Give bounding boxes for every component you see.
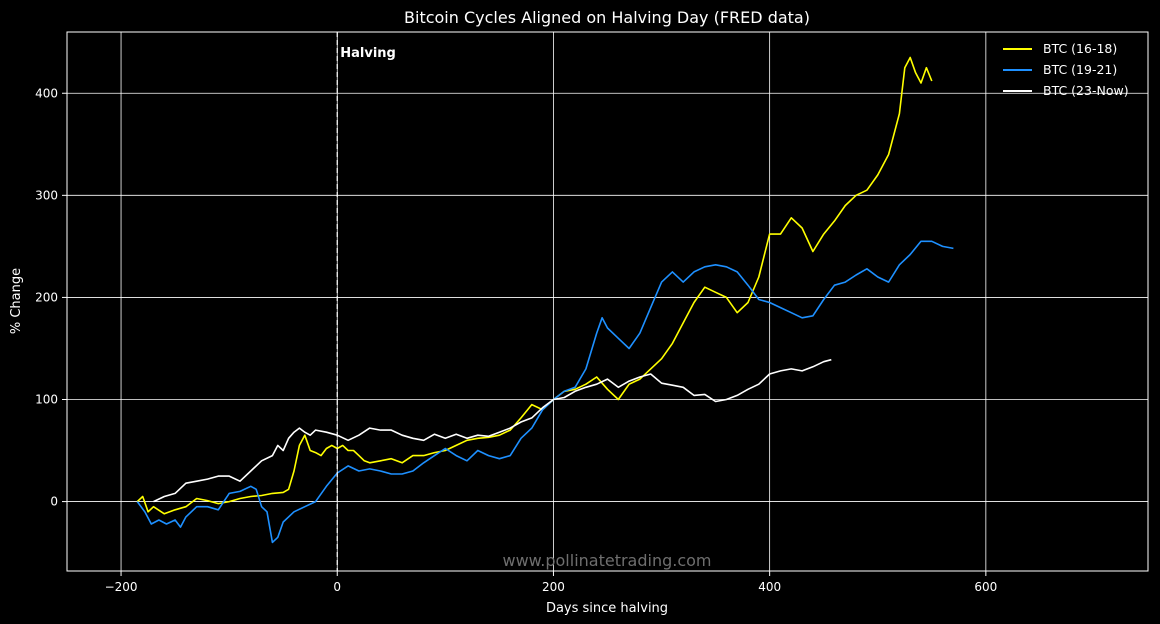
chart-title: Bitcoin Cycles Aligned on Halving Day (F… <box>404 8 810 27</box>
y-tick-label: 400 <box>35 86 58 100</box>
series-line-0 <box>136 56 933 515</box>
series-line-2 <box>153 358 832 503</box>
plot-frame <box>66 31 1149 572</box>
x-tick-label: 600 <box>974 580 997 594</box>
halving-label: Halving <box>340 46 396 61</box>
watermark: www.pollinatetrading.com <box>502 551 711 570</box>
x-tick-label: 400 <box>758 580 781 594</box>
y-tick-label: 0 <box>50 495 58 509</box>
x-tick-label: −200 <box>105 580 138 594</box>
legend-label-2: BTC (23-Now) <box>1043 83 1129 98</box>
y-tick-label: 300 <box>35 188 58 202</box>
halving-marker: Halving <box>336 32 396 571</box>
y-tick-label: 200 <box>35 290 58 304</box>
legend-label-0: BTC (16-18) <box>1043 41 1117 56</box>
legend-label-1: BTC (19-21) <box>1043 62 1117 77</box>
y-axis-label: % Change <box>9 268 24 334</box>
legend: BTC (16-18) BTC (19-21) BTC (23-Now) <box>1003 41 1129 98</box>
x-tick-label: 0 <box>333 580 341 594</box>
axis-ticks: −200 0 200 400 600 0 100 200 300 400 <box>35 86 997 594</box>
y-tick-label: 100 <box>35 393 58 407</box>
x-axis-label: Days since halving <box>546 601 668 616</box>
series-line-1 <box>136 240 954 544</box>
series-lines <box>136 56 954 544</box>
grid <box>67 32 1148 571</box>
x-tick-label: 200 <box>542 580 565 594</box>
